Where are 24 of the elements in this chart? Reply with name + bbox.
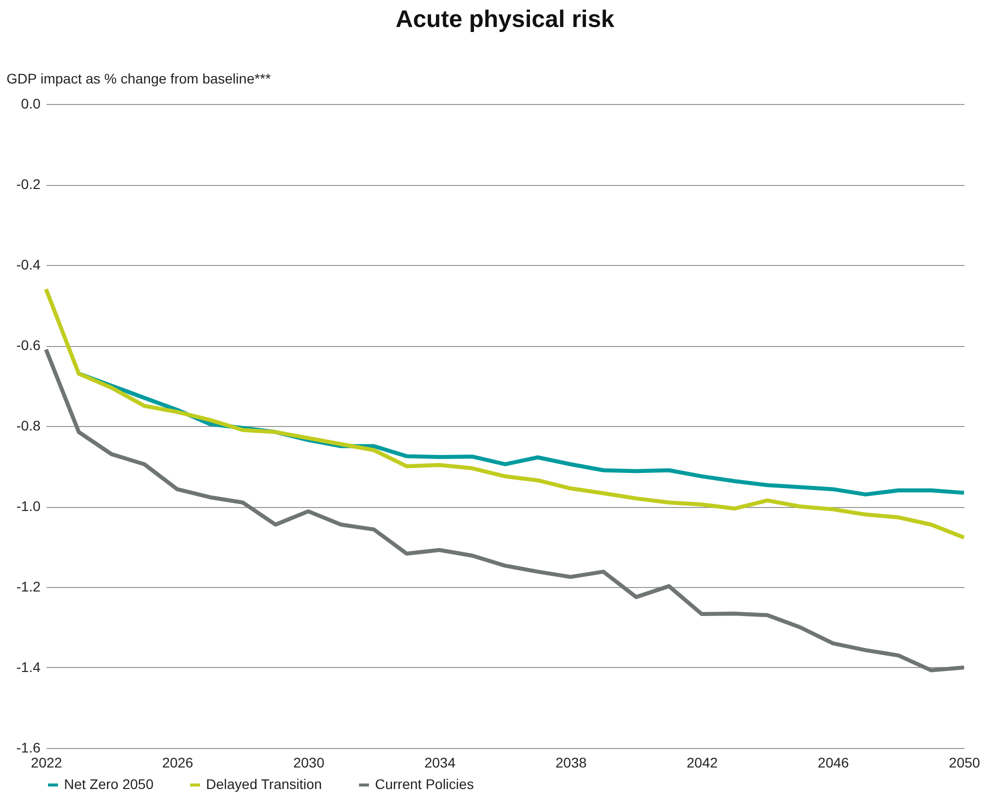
legend-label: Delayed Transition [206, 776, 322, 792]
legend-label: Net Zero 2050 [64, 776, 154, 792]
y-tick-label: -0.4 [16, 256, 41, 272]
x-tick-label: 2038 [555, 754, 587, 770]
y-axis-title: GDP impact as % change from baseline*** [6, 70, 272, 86]
y-tick-label: 0.0 [21, 96, 41, 112]
x-tick-label: 2046 [818, 754, 850, 770]
x-tick-label: 2022 [30, 754, 62, 770]
line-series [44, 287, 966, 540]
y-tick-label: -1.2 [16, 578, 41, 594]
y-tick-label: -1.4 [16, 659, 41, 675]
y-tick-label: -1.6 [16, 740, 41, 756]
y-tick-label: -0.8 [16, 418, 41, 434]
chart-title: Acute physical risk [396, 6, 616, 33]
y-tick-label: -0.2 [16, 176, 41, 192]
x-tick-label: 2050 [948, 754, 980, 770]
line-series [44, 348, 966, 672]
x-tick-label: 2026 [162, 754, 194, 770]
y-tick-label: -0.6 [16, 337, 41, 353]
y-tick-label: -1.0 [16, 498, 41, 514]
x-tick-label: 2034 [424, 754, 456, 770]
x-tick-label: 2030 [293, 754, 325, 770]
legend-label: Current Policies [375, 776, 474, 792]
x-tick-label: 2042 [686, 754, 718, 770]
